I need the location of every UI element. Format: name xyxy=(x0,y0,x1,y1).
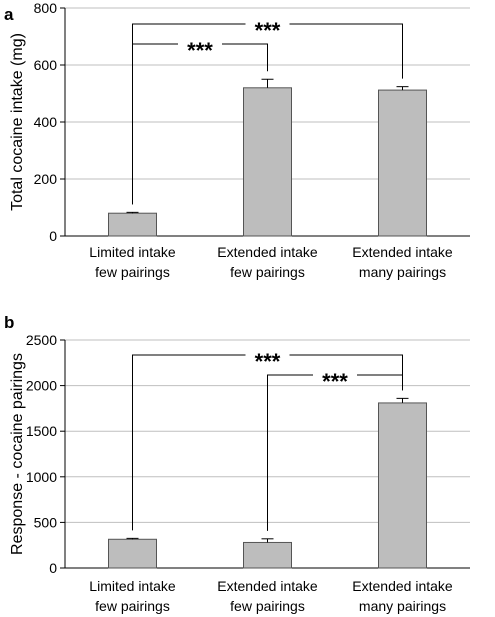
panel-a-category-label-1-line2: few pairings xyxy=(230,264,305,280)
panel-a-bar-0 xyxy=(108,212,157,237)
panel-a-category-label-0-line1: Limited intake xyxy=(89,244,176,260)
panel-a-ytick-label-4: 800 xyxy=(34,0,58,16)
panel-a-significance-label-0: *** xyxy=(187,38,213,63)
panel-b-ytick-label-0: 0 xyxy=(49,560,57,576)
panel-a-bar-2 xyxy=(378,89,427,237)
panel-b-category-label-1-line2: few pairings xyxy=(230,598,305,614)
panel-b-significance-label-1: *** xyxy=(322,369,348,394)
panel-a-letter: a xyxy=(4,5,14,24)
panel-b-bar-2 xyxy=(378,402,427,569)
panel-a-chart: a 0 200 400 600 800 Total cocaine intake (mg) L… xyxy=(4,0,470,280)
panel-b-bar-0 xyxy=(108,538,157,569)
panel-b-significance-label-bg-1 xyxy=(313,366,357,384)
panel-b-bar-1 xyxy=(243,541,292,569)
panel-a-bar-1 xyxy=(243,87,292,237)
panel-b-ytick-label-5: 2500 xyxy=(26,332,57,348)
panel-b-ytick-label-4: 2000 xyxy=(26,378,57,394)
panel-b-ytick-label-3: 1500 xyxy=(26,423,57,439)
panel-a-significance-label-1: *** xyxy=(255,18,281,43)
panel-b-y-axis-label: Response - cocaine pairings xyxy=(9,353,26,555)
panel-a-ytick-label-0: 0 xyxy=(49,228,57,244)
panel-a-category-label-1-line1: Extended intake xyxy=(217,244,318,260)
panel-b-category-label-2-line2: many pairings xyxy=(359,598,446,614)
panel-b-category-label-2-line1: Extended intake xyxy=(352,578,453,594)
panel-b-ytick-label-1: 500 xyxy=(34,514,58,530)
panel-a-significance-label-bg-0 xyxy=(178,35,222,53)
panel-b-letter: b xyxy=(4,313,14,332)
panel-a-ytick-label-1: 200 xyxy=(34,171,58,187)
panel-a-category-label-2-line1: Extended intake xyxy=(352,244,453,260)
panel-a-category-label-0-line2: few pairings xyxy=(95,264,170,280)
panel-a-ytick-label-2: 400 xyxy=(34,114,58,130)
panel-a-significance-label-bg-1 xyxy=(245,15,290,33)
panel-b-significance-label-bg-0 xyxy=(245,346,290,364)
panel-a-y-axis-label: Total cocaine intake (mg) xyxy=(9,33,26,211)
panel-b-ytick-label-2: 1000 xyxy=(26,469,57,485)
panel-b-category-label-1-line1: Extended intake xyxy=(217,578,318,594)
panel-b-significance-label-0: *** xyxy=(255,349,281,374)
panel-b-category-label-0-line2: few pairings xyxy=(95,598,170,614)
panel-a-ytick-label-3: 600 xyxy=(34,57,58,73)
panel-b-category-label-0-line1: Limited intake xyxy=(89,578,176,594)
panel-a-category-label-2-line2: many pairings xyxy=(359,264,446,280)
